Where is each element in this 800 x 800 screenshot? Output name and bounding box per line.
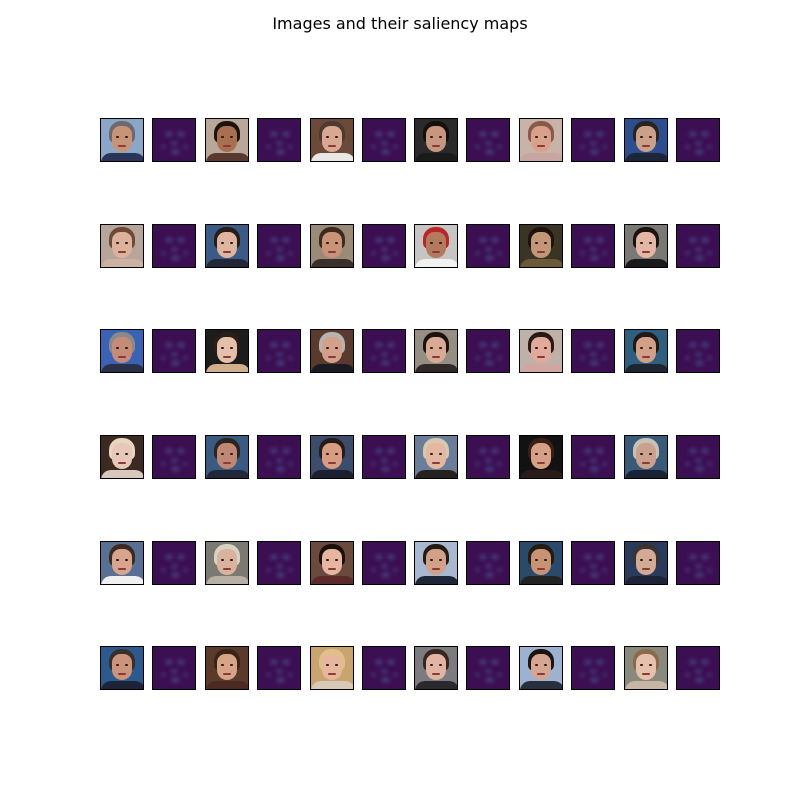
saliency-map — [466, 118, 510, 162]
saliency-map — [362, 541, 406, 585]
face-image — [205, 541, 249, 585]
face-image — [100, 224, 144, 268]
saliency-map — [676, 118, 720, 162]
face-image — [414, 329, 458, 373]
saliency-map — [676, 646, 720, 690]
saliency-map — [152, 435, 196, 479]
saliency-map — [571, 435, 615, 479]
saliency-map — [257, 224, 301, 268]
face-image — [624, 541, 668, 585]
saliency-map — [571, 118, 615, 162]
saliency-map — [257, 118, 301, 162]
face-image — [100, 541, 144, 585]
face-image — [310, 224, 354, 268]
face-image — [624, 646, 668, 690]
face-image — [205, 118, 249, 162]
saliency-map — [362, 118, 406, 162]
saliency-map — [152, 329, 196, 373]
saliency-map — [257, 646, 301, 690]
face-image — [205, 329, 249, 373]
face-image — [624, 224, 668, 268]
face-image — [100, 118, 144, 162]
saliency-map — [571, 646, 615, 690]
face-image — [414, 118, 458, 162]
face-image — [310, 329, 354, 373]
face-image — [310, 118, 354, 162]
face-image — [519, 541, 563, 585]
saliency-map — [466, 435, 510, 479]
face-image — [519, 224, 563, 268]
face-image — [100, 329, 144, 373]
saliency-map — [676, 541, 720, 585]
saliency-map — [257, 329, 301, 373]
face-image — [519, 118, 563, 162]
saliency-map — [676, 224, 720, 268]
saliency-map — [571, 224, 615, 268]
face-image — [310, 435, 354, 479]
saliency-map — [362, 646, 406, 690]
saliency-map — [676, 435, 720, 479]
face-image — [624, 329, 668, 373]
face-image — [624, 118, 668, 162]
face-image — [205, 224, 249, 268]
saliency-map — [466, 329, 510, 373]
face-image — [519, 435, 563, 479]
figure-title: Images and their saliency maps — [272, 14, 528, 33]
saliency-map — [466, 541, 510, 585]
face-image — [624, 435, 668, 479]
face-image — [414, 646, 458, 690]
saliency-map — [362, 329, 406, 373]
face-image — [205, 435, 249, 479]
saliency-map — [571, 541, 615, 585]
saliency-map — [152, 541, 196, 585]
face-image — [100, 646, 144, 690]
face-image — [205, 646, 249, 690]
saliency-map — [152, 224, 196, 268]
saliency-map — [362, 224, 406, 268]
saliency-map — [466, 646, 510, 690]
saliency-map — [257, 541, 301, 585]
face-image — [414, 435, 458, 479]
saliency-map — [571, 329, 615, 373]
face-image — [414, 541, 458, 585]
saliency-map — [257, 435, 301, 479]
face-image — [519, 646, 563, 690]
saliency-map — [362, 435, 406, 479]
face-image — [519, 329, 563, 373]
saliency-map — [466, 224, 510, 268]
face-image — [414, 224, 458, 268]
face-image — [310, 541, 354, 585]
saliency-map — [152, 118, 196, 162]
face-image — [100, 435, 144, 479]
saliency-map — [152, 646, 196, 690]
saliency-map — [676, 329, 720, 373]
face-image — [310, 646, 354, 690]
